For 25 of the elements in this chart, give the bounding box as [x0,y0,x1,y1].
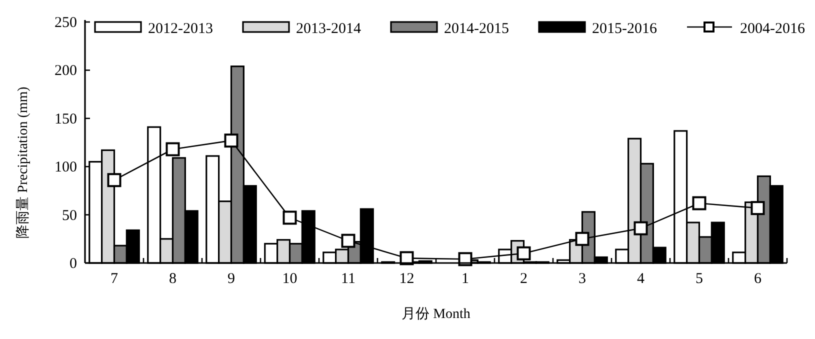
x-tick-label: 7 [110,271,118,287]
y-tick-label: 50 [62,208,77,224]
legend-label: 2004-2016 [740,21,806,37]
x-tick-label: 3 [578,271,586,287]
legend-label: 2012-2013 [148,21,213,37]
y-tick-label: 200 [54,63,77,80]
x-tick-label: 9 [228,271,235,287]
x-tick-label: 8 [169,271,176,287]
y-tick-label: 100 [54,160,77,176]
x-tick-label: 4 [637,271,645,287]
legend-label: 2015-2016 [592,21,658,37]
y-tick-label: 150 [54,111,77,128]
y-tick-label: 0 [70,256,77,272]
x-tick-label: 12 [399,271,414,287]
y-tick-label: 250 [54,15,77,31]
y-axis-title: 降雨量 Precipitation (mm) [15,86,31,238]
x-tick-label: 6 [754,271,762,287]
x-tick-label: 5 [696,271,703,287]
x-tick-label: 2 [520,271,528,287]
x-axis-title: 月份 Month [402,306,470,322]
x-tick-label: 1 [462,271,469,287]
x-tick-label: 11 [341,271,356,287]
x-tick-label: 10 [282,271,298,287]
legend-label: 2013-2014 [296,21,362,37]
legend-label: 2014-2015 [444,21,509,37]
